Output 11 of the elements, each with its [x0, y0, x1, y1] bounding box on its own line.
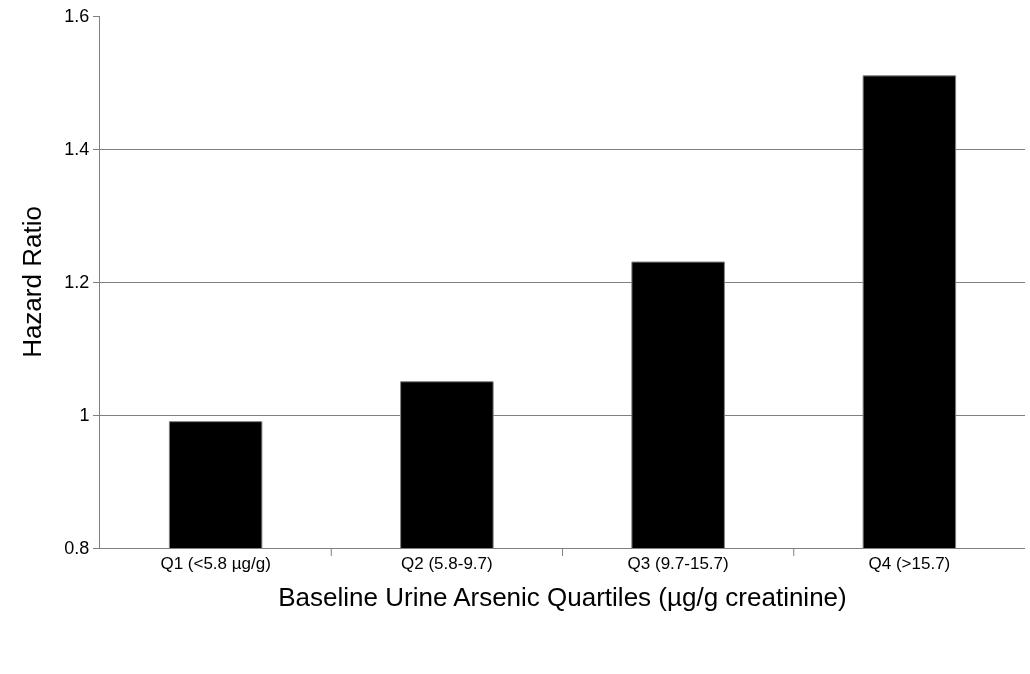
x-tick-label: Q3 (9.7-15.7) [627, 554, 729, 574]
y-tick-label: 1 [79, 405, 90, 426]
x-axis-title: Baseline Urine Arsenic Quartiles (µg/g creatinine) [278, 582, 847, 613]
x-tick-label: Q2 (5.8-9.7) [401, 554, 493, 574]
y-tick-label: 1.6 [64, 6, 90, 27]
y-tick-label: 0.8 [64, 538, 90, 559]
y-tick-label: 1.2 [64, 272, 90, 293]
x-tick-label: Q1 (<5.8 µg/g) [160, 554, 271, 574]
x-tick-label: Q4 (>15.7) [868, 554, 951, 574]
y-tick-label: 1.4 [64, 139, 90, 160]
y-axis-title: Hazard Ratio [16, 206, 47, 358]
